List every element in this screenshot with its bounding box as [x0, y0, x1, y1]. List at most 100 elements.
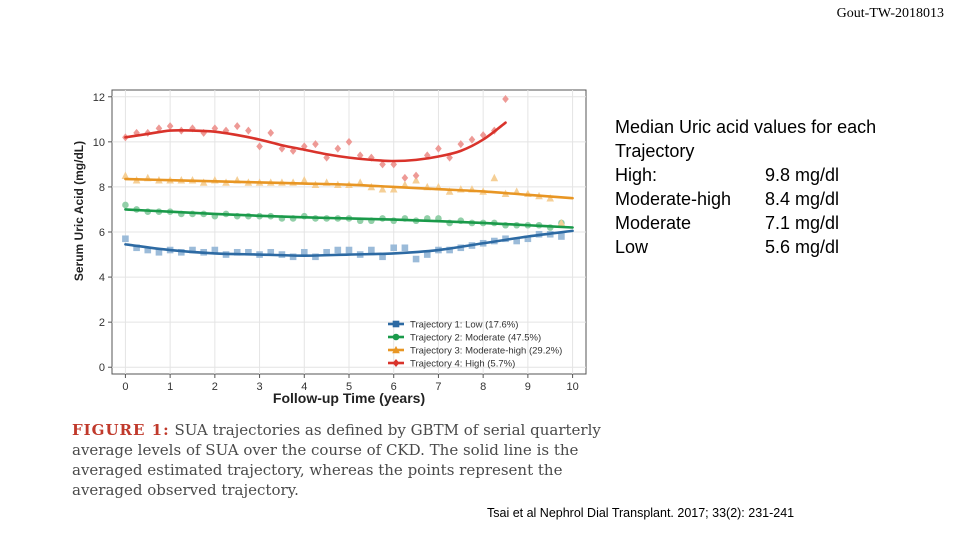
trajectory-line	[124, 121, 507, 163]
median-row-moderate-high: Moderate-high 8.4 mg/dl	[615, 187, 958, 211]
chart-legend: Trajectory 1: Low (17.6%) Trajectory 2: M…	[388, 320, 562, 370]
observed-point	[312, 140, 319, 149]
x-tick-label: 2	[212, 381, 218, 393]
observed-point	[345, 246, 353, 254]
observed-point	[445, 187, 454, 195]
x-tick-label: 9	[525, 381, 531, 393]
observed-point	[513, 237, 520, 245]
legend-label: Trajectory 2: Moderate (47.5%)	[410, 333, 541, 344]
observed-point	[446, 246, 453, 254]
observed-point	[457, 140, 465, 149]
observed-point	[166, 122, 174, 131]
observed-point	[278, 144, 286, 153]
legend-marker	[392, 345, 400, 354]
y-axis-title: Serum Uric Acid (mg/dL)	[72, 141, 86, 281]
y-tick-label: 0	[99, 362, 105, 374]
observed-point	[412, 255, 420, 263]
legend-marker	[392, 320, 400, 328]
x-tick-label: 0	[122, 381, 128, 393]
observed-point	[401, 244, 409, 252]
observed-point	[524, 235, 532, 243]
observed-point	[222, 126, 230, 135]
observed-point	[144, 246, 152, 254]
x-tick-label: 5	[346, 381, 352, 393]
observed-point	[435, 144, 442, 153]
slide-id: Gout-TW-2018013	[836, 6, 944, 21]
observed-point	[378, 185, 387, 193]
y-tick-label: 2	[99, 317, 105, 329]
median-row-high: High: 9.8 mg/dl	[615, 163, 958, 187]
y-tick-label: 8	[99, 182, 105, 194]
y-tick-label: 12	[93, 92, 105, 104]
legend-marker	[392, 333, 400, 341]
observed-point	[300, 176, 309, 184]
x-tick-label: 3	[257, 381, 263, 393]
median-value: 5.6 mg/dl	[765, 237, 840, 257]
observed-point	[401, 173, 409, 182]
x-tick-label: 7	[435, 381, 441, 393]
x-tick-label: 1	[167, 381, 173, 393]
observed-point	[558, 233, 565, 240]
median-label: Moderate-high	[615, 189, 732, 209]
median-values-panel: Median Uric acid values for each Traject…	[615, 115, 958, 259]
observed-point	[189, 246, 196, 254]
observed-point	[289, 146, 297, 155]
x-tick-label: 10	[566, 381, 578, 393]
observed-point	[256, 142, 263, 151]
trajectory-line	[124, 177, 574, 200]
observed-point	[423, 251, 431, 258]
median-value: 8.4 mg/dl	[765, 189, 840, 209]
observed-point	[245, 248, 252, 256]
trajectory-line	[124, 229, 574, 257]
median-value: 7.1 mg/dl	[765, 213, 840, 233]
observed-point	[490, 173, 499, 182]
y-tick-label: 6	[99, 227, 105, 239]
observed-point	[379, 160, 386, 169]
x-tick-label: 8	[480, 381, 486, 393]
observed-point	[379, 253, 386, 261]
observed-point	[334, 144, 342, 153]
legend-label: Trajectory 1: Low (17.6%)	[410, 320, 518, 331]
x-tick-label: 4	[301, 381, 307, 393]
median-label: High:	[615, 165, 658, 185]
observed-point	[412, 176, 420, 184]
observed-point	[345, 137, 353, 146]
observed-point	[389, 185, 398, 193]
median-values-title: Median Uric acid values for each Traject…	[615, 117, 877, 161]
observed-point	[233, 248, 241, 256]
observed-point	[390, 244, 398, 252]
legend-label: Trajectory 3: Moderate-high (29.2%)	[410, 346, 562, 357]
x-axis-title: Follow-up Time (years)	[273, 390, 425, 406]
trajectory-line	[124, 208, 574, 229]
observed-point	[412, 171, 420, 180]
observed-point	[502, 95, 509, 104]
observed-point	[121, 171, 130, 179]
median-row-low: Low 5.6 mg/dl	[615, 235, 958, 259]
median-label: Moderate	[615, 213, 692, 233]
median-row-moderate: Moderate 7.1 mg/dl	[615, 211, 958, 235]
observed-point	[300, 248, 308, 256]
observed-point	[468, 135, 476, 144]
citation: Tsai et al Nephrol Dial Transplant. 2017…	[487, 506, 795, 520]
observed-point	[200, 128, 207, 137]
observed-point	[245, 126, 252, 135]
legend-marker	[392, 359, 400, 367]
observed-point	[233, 122, 241, 131]
x-tick-label: 6	[391, 381, 397, 393]
figure-caption-text: SUA trajectories as defined by GBTM of s…	[72, 421, 601, 499]
observed-point	[390, 160, 398, 169]
observed-point	[122, 201, 129, 209]
observed-point	[122, 235, 129, 243]
figure-caption: FIGURE 1: SUA trajectories as defined by…	[72, 420, 632, 500]
observed-point	[267, 248, 275, 256]
observed-point	[155, 248, 163, 256]
observed-point	[446, 153, 453, 162]
observed-point	[211, 246, 219, 254]
observed-point	[323, 248, 330, 256]
observed-point	[133, 244, 140, 252]
observed-point	[334, 246, 342, 254]
y-tick-label: 10	[93, 137, 105, 149]
legend-label: Trajectory 4: High (5.7%)	[410, 359, 515, 370]
